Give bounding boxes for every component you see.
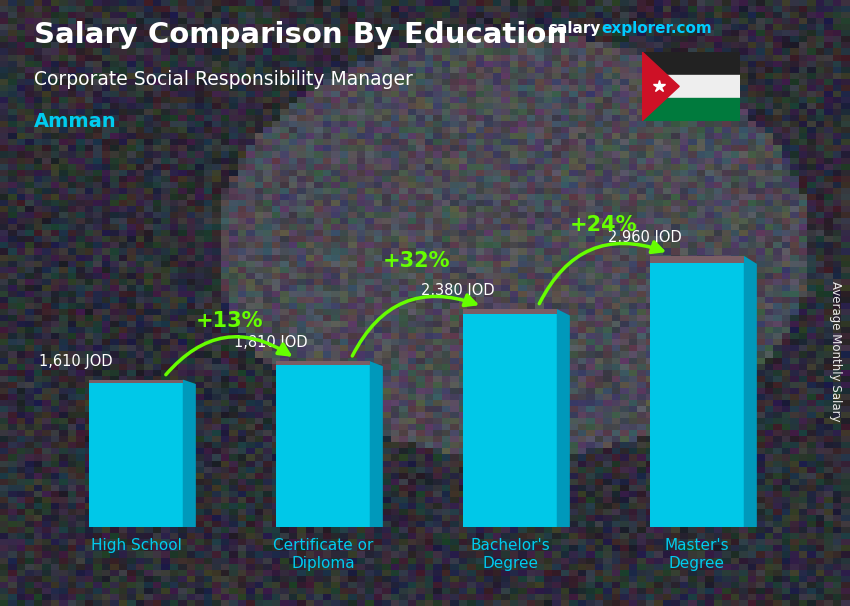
Bar [642,75,740,98]
Bar [463,309,557,315]
Bar [89,379,183,383]
Bar [463,309,557,527]
Text: Average Monthly Salary: Average Monthly Salary [829,281,842,422]
Text: Corporate Social Responsibility Manager: Corporate Social Responsibility Manager [34,70,413,88]
Text: 2,960 JOD: 2,960 JOD [608,230,682,245]
Text: salary: salary [548,21,601,36]
Bar [650,256,744,527]
Text: 1,810 JOD: 1,810 JOD [234,335,308,350]
Text: Amman: Amman [34,112,116,131]
Bar [642,98,740,121]
Polygon shape [370,361,382,527]
Bar [642,52,740,75]
Bar [276,361,370,527]
Bar [89,379,183,527]
Text: +13%: +13% [196,311,264,331]
Polygon shape [642,52,679,121]
Bar [276,361,370,365]
Text: 2,380 JOD: 2,380 JOD [421,283,495,298]
Polygon shape [744,256,756,527]
Polygon shape [557,309,570,527]
Text: explorer.com: explorer.com [602,21,712,36]
Text: +32%: +32% [382,251,450,271]
Bar [650,256,744,262]
Text: 1,610 JOD: 1,610 JOD [39,353,113,368]
Polygon shape [183,379,196,527]
Text: Salary Comparison By Education: Salary Comparison By Education [34,21,567,49]
Text: +24%: +24% [570,215,638,235]
